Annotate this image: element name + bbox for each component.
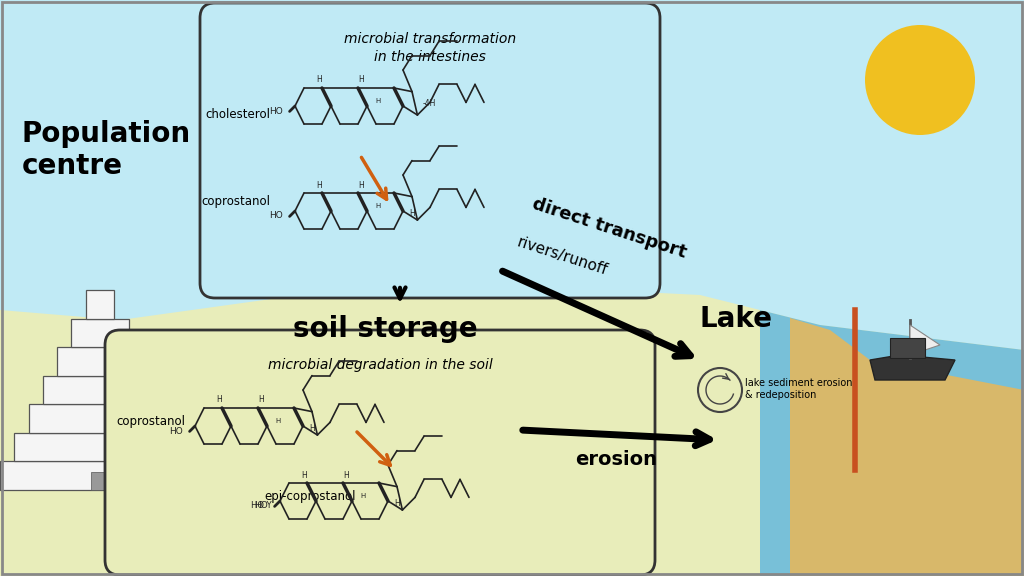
Text: H: H [309,423,314,433]
Text: H: H [258,396,264,404]
Bar [29,404,171,433]
Text: Population
centre: Population centre [22,120,191,180]
Bar [43,376,157,404]
FancyBboxPatch shape [200,3,660,298]
Text: H: H [316,75,322,85]
Text: HO: HO [269,211,283,221]
Bar [890,338,925,358]
Text: Lake: Lake [700,305,773,333]
Text: soil storage: soil storage [293,315,477,343]
Text: coprostanol: coprostanol [201,195,270,208]
Text: H: H [316,180,322,190]
Text: H: H [275,418,281,424]
Polygon shape [0,280,1024,576]
Text: rivers/runoff: rivers/runoff [515,234,609,278]
Text: lake sediment erosion
& redeposition: lake sediment erosion & redeposition [745,378,853,400]
Text: H: H [358,75,364,85]
Bar [72,319,129,347]
Circle shape [865,25,975,135]
Bar [57,347,143,376]
Text: H: H [301,471,307,479]
Polygon shape [910,325,940,355]
FancyBboxPatch shape [105,330,655,575]
Text: HO Y: HO Y [251,502,272,510]
Text: H: H [410,209,415,218]
Text: coprostanol: coprostanol [116,415,185,428]
Text: H: H [216,396,222,404]
Text: H: H [360,493,366,499]
Text: H: H [375,98,380,104]
Polygon shape [790,318,1024,576]
Polygon shape [760,310,1024,576]
Text: H: H [375,203,380,209]
Text: HO: HO [254,502,268,510]
Text: -4H: -4H [422,98,436,108]
Bar [0,461,200,490]
Text: HO: HO [169,426,183,435]
Text: microbial degradation in the soil: microbial degradation in the soil [267,358,493,372]
Bar [14,433,185,461]
Text: HO: HO [269,107,283,116]
Text: microbial transformation
in the intestines: microbial transformation in the intestin… [344,32,516,65]
Text: direct transport: direct transport [530,195,689,262]
Text: H: H [394,499,400,507]
Bar [86,290,115,319]
Text: cholesterol: cholesterol [205,108,270,121]
Text: epi-coprostanol: epi-coprostanol [264,490,355,503]
Text: erosion: erosion [575,450,657,469]
Polygon shape [870,355,955,380]
Bar [91,472,109,490]
Text: H: H [358,180,364,190]
Text: H: H [343,471,349,479]
